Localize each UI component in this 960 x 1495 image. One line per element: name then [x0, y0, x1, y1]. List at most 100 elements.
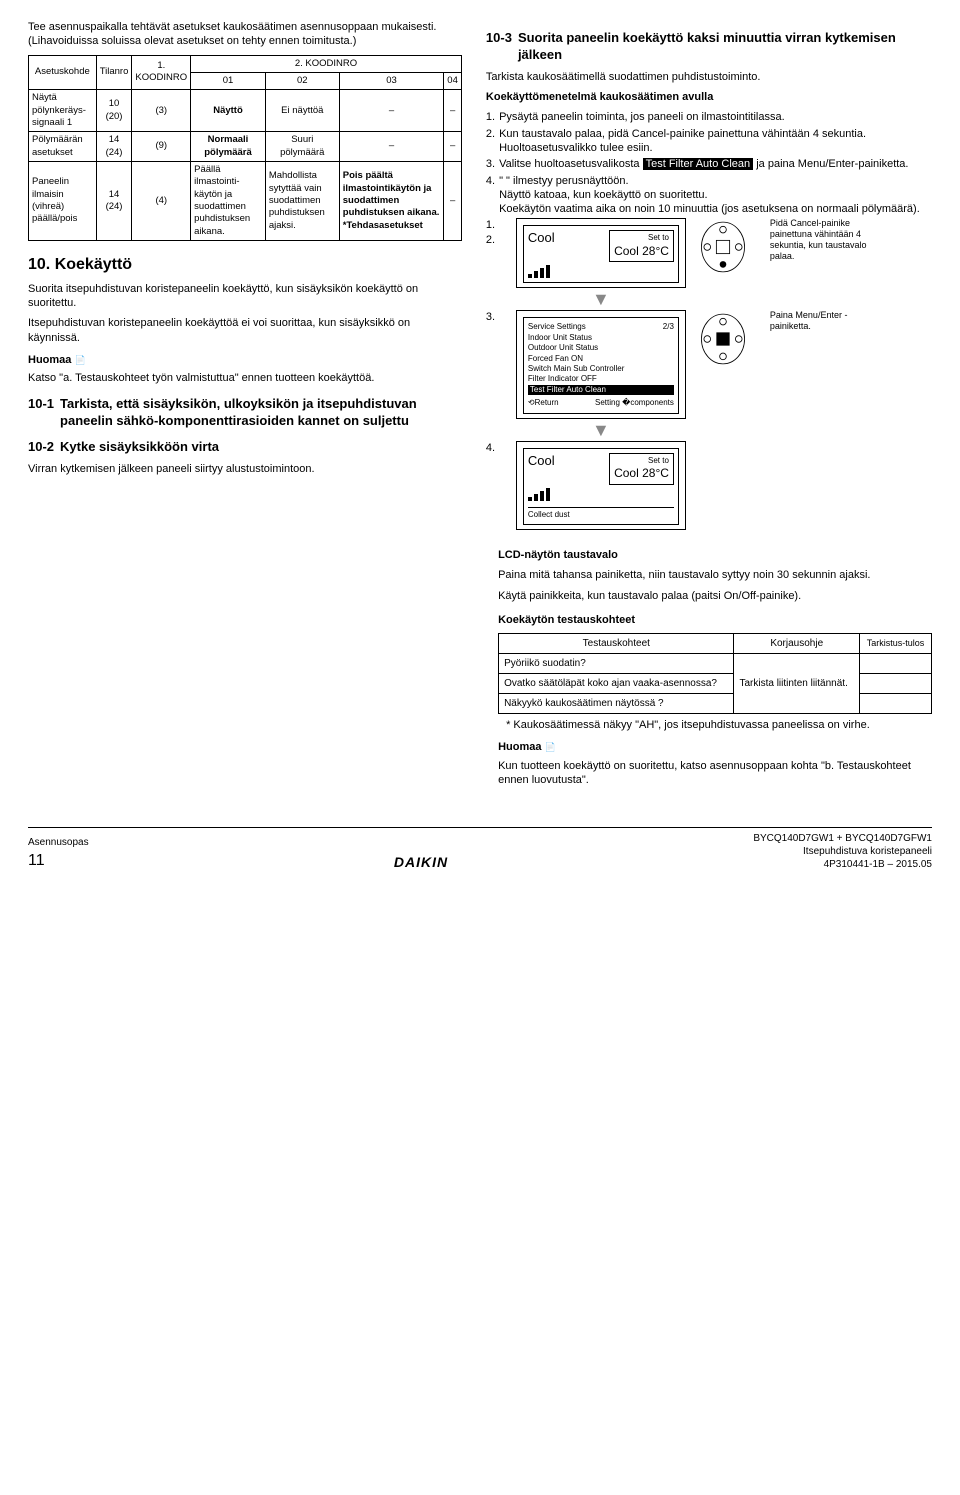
- lcd-screen-3: Cool Set to Cool 28°C Collect dust: [516, 441, 686, 530]
- notice-label-2: Huomaa 📄: [498, 740, 932, 754]
- lcd-collect: Collect dust: [528, 507, 674, 520]
- cell: Ovatko säätöläpät koko ajan vaaka-asenno…: [499, 674, 734, 694]
- sub-10-1: 10-1 Tarkista, että sisäyksikön, ulkoyks…: [28, 396, 462, 430]
- footnote: * Kaukosäätimessä näkyy "AH", jos itsepu…: [506, 718, 932, 732]
- cell: [859, 694, 931, 714]
- footer-docid: 4P310441-1B – 2015.05: [753, 858, 932, 871]
- settings-table: Asetuskohde Tilanro 1. KOODINRO 2. KOODI…: [28, 55, 462, 241]
- check-title: Koekäytön testauskohteet: [498, 613, 932, 627]
- huomaa-text: Huomaa: [498, 741, 541, 753]
- page-number: 11: [28, 851, 89, 872]
- s10-3-p1: Tarkista kaukosäätimellä suodattimen puh…: [486, 70, 932, 84]
- lcd-line: Forced Fan ON: [528, 354, 674, 364]
- cell: 10 (20): [96, 90, 132, 132]
- sub-num: 10-2: [28, 439, 54, 456]
- table-row: Pölymäärän asetukset 14 (24) (9) Normaal…: [29, 132, 462, 162]
- arrow-down-icon: ▼: [516, 290, 686, 308]
- brand-logo: DAIKIN: [394, 853, 448, 871]
- cell: (3): [132, 90, 191, 132]
- method-title: Koekäyttömenetelmä kaukosäätimen avulla: [486, 90, 932, 104]
- cell: –: [339, 132, 444, 162]
- lcd-svc-title: Service Settings: [528, 322, 586, 332]
- sub-txt: Tarkista, että sisäyksikön, ulkoyksikön …: [60, 396, 462, 430]
- caption-1: Pidä Cancel-painike painettuna vähintään…: [770, 218, 870, 261]
- remote-icon: [698, 310, 758, 368]
- cell: 14 (24): [96, 132, 132, 162]
- method-item: Valitse huoltoasetusvalikosta Test Filte…: [499, 157, 932, 171]
- th: Testauskohteet: [499, 634, 734, 654]
- signal-bars-icon: [528, 487, 674, 501]
- section-10-title: 10. Koekäyttö: [28, 255, 462, 276]
- cell: [859, 674, 931, 694]
- s10-p3: Katso "a. Testauskohteet työn valmistutt…: [28, 371, 462, 385]
- th: Tarkistus-tulos: [859, 634, 931, 654]
- lcd-back-p1: Paina mitä tahansa painiketta, niin taus…: [498, 568, 932, 582]
- caption-2: Paina Menu/Enter -painiketta.: [770, 310, 870, 332]
- s10-2-p: Virran kytkemisen jälkeen paneeli siirty…: [28, 462, 462, 476]
- method-item: Kun taustavalo palaa, pidä Cancel-painik…: [499, 127, 932, 156]
- cell: Ei näyttöä: [265, 90, 339, 132]
- cell: 14 (24): [96, 162, 132, 241]
- step-nums-12: 1. 2.: [486, 218, 504, 247]
- th-asetuskohde: Asetuskohde: [29, 55, 97, 90]
- lcd-svc-page: 2/3: [663, 322, 674, 332]
- method-item: Pysäytä paneelin toiminta, jos paneeli o…: [499, 110, 932, 124]
- lcd-line: Filter Indicator OFF: [528, 374, 674, 384]
- cell: –: [444, 162, 462, 241]
- s10-p1: Suorita itsepuhdistuvan koristepaneelin …: [28, 282, 462, 311]
- huomaa2-p: Kun tuotteen koekäyttö on suoritettu, ka…: [498, 759, 932, 788]
- signal-bars-icon: [528, 264, 674, 278]
- lcd-screen-1: Cool Set to Cool 28°C: [516, 218, 686, 288]
- lcd-line: Switch Main Sub Controller: [528, 364, 674, 374]
- cell: Näyttö: [191, 90, 266, 132]
- lcd-temp: Cool 28°C: [614, 466, 669, 482]
- lcd-temp: Cool 28°C: [614, 244, 669, 260]
- lcd-mode: Cool: [528, 453, 555, 470]
- lcd-setto: Set to: [614, 233, 669, 243]
- method-list: 1.Pysäytä paneelin toiminta, jos paneeli…: [486, 110, 932, 216]
- step-label: 2.: [486, 233, 504, 247]
- cell: –: [444, 132, 462, 162]
- remote-icon: [698, 218, 758, 276]
- th-1koodi: 1. KOODINRO: [132, 55, 191, 90]
- th-tilanro: Tilanro: [96, 55, 132, 90]
- th: Korjausohje: [734, 634, 860, 654]
- sub-num: 10-3: [486, 30, 512, 64]
- footer-left: Asennusopas: [28, 836, 89, 849]
- cell: Mahdollista sytyttää vain suodattimen pu…: [265, 162, 339, 241]
- lcd-setting: Setting: [595, 398, 620, 407]
- sub-10-2: 10-2 Kytke sisäyksikköön virta: [28, 439, 462, 456]
- cell: Tarkista liitinten liitännät.: [734, 654, 860, 714]
- sub-num: 10-1: [28, 396, 54, 430]
- lcd-setto: Set to: [614, 456, 669, 466]
- method-item: " " ilmestyy perusnäyttöön. Näyttö katoa…: [499, 174, 932, 217]
- huomaa-text: Huomaa: [28, 354, 71, 366]
- arrow-down-icon: ▼: [516, 421, 686, 439]
- lcd-back-title: LCD-näytön taustavalo: [498, 548, 932, 562]
- cell: [859, 654, 931, 674]
- sub-txt: Suorita paneelin koekäyttö kaksi minuutt…: [518, 30, 932, 64]
- cell: Pölymäärän asetukset: [29, 132, 97, 162]
- intro-paragraph: Tee asennuspaikalla tehtävät asetukset k…: [28, 20, 462, 49]
- cell: (9): [132, 132, 191, 162]
- cell: Näkyykö kaukosäätimen näytössä ?: [499, 694, 734, 714]
- sub-10-3: 10-3 Suorita paneelin koekäyttö kaksi mi…: [486, 30, 932, 64]
- step-num-4: 4.: [486, 441, 504, 455]
- th-02: 02: [265, 72, 339, 89]
- note-icon: 📄: [545, 742, 556, 752]
- lcd-back-p2: Käytä painikkeita, kun taustavalo palaa …: [498, 589, 932, 603]
- table-row: Näytä pölynkeräys-signaali 1 10 (20) (3)…: [29, 90, 462, 132]
- method-item-suffix: ja paina Menu/Enter-painiketta.: [756, 158, 908, 170]
- footer-model: BYCQ140D7GW1 + BYCQ140D7GFW1: [753, 832, 932, 845]
- table-row: Paneelin ilmaisin (vihreä) päällä/pois 1…: [29, 162, 462, 241]
- page-footer: Asennusopas 11 DAIKIN BYCQ140D7GW1 + BYC…: [28, 827, 932, 871]
- method-item-prefix: Valitse huoltoasetusvalikosta: [499, 158, 639, 170]
- cell: Pyöriikö suodatin?: [499, 654, 734, 674]
- th-03: 03: [339, 72, 444, 89]
- cell: –: [444, 90, 462, 132]
- step-num-3: 3.: [486, 310, 504, 324]
- notice-label: Huomaa 📄: [28, 353, 462, 367]
- lcd-line: Indoor Unit Status: [528, 333, 674, 343]
- lcd-mode: Cool: [528, 230, 555, 247]
- lcd-screen-2: Service Settings 2/3 Indoor Unit Status …: [516, 310, 686, 418]
